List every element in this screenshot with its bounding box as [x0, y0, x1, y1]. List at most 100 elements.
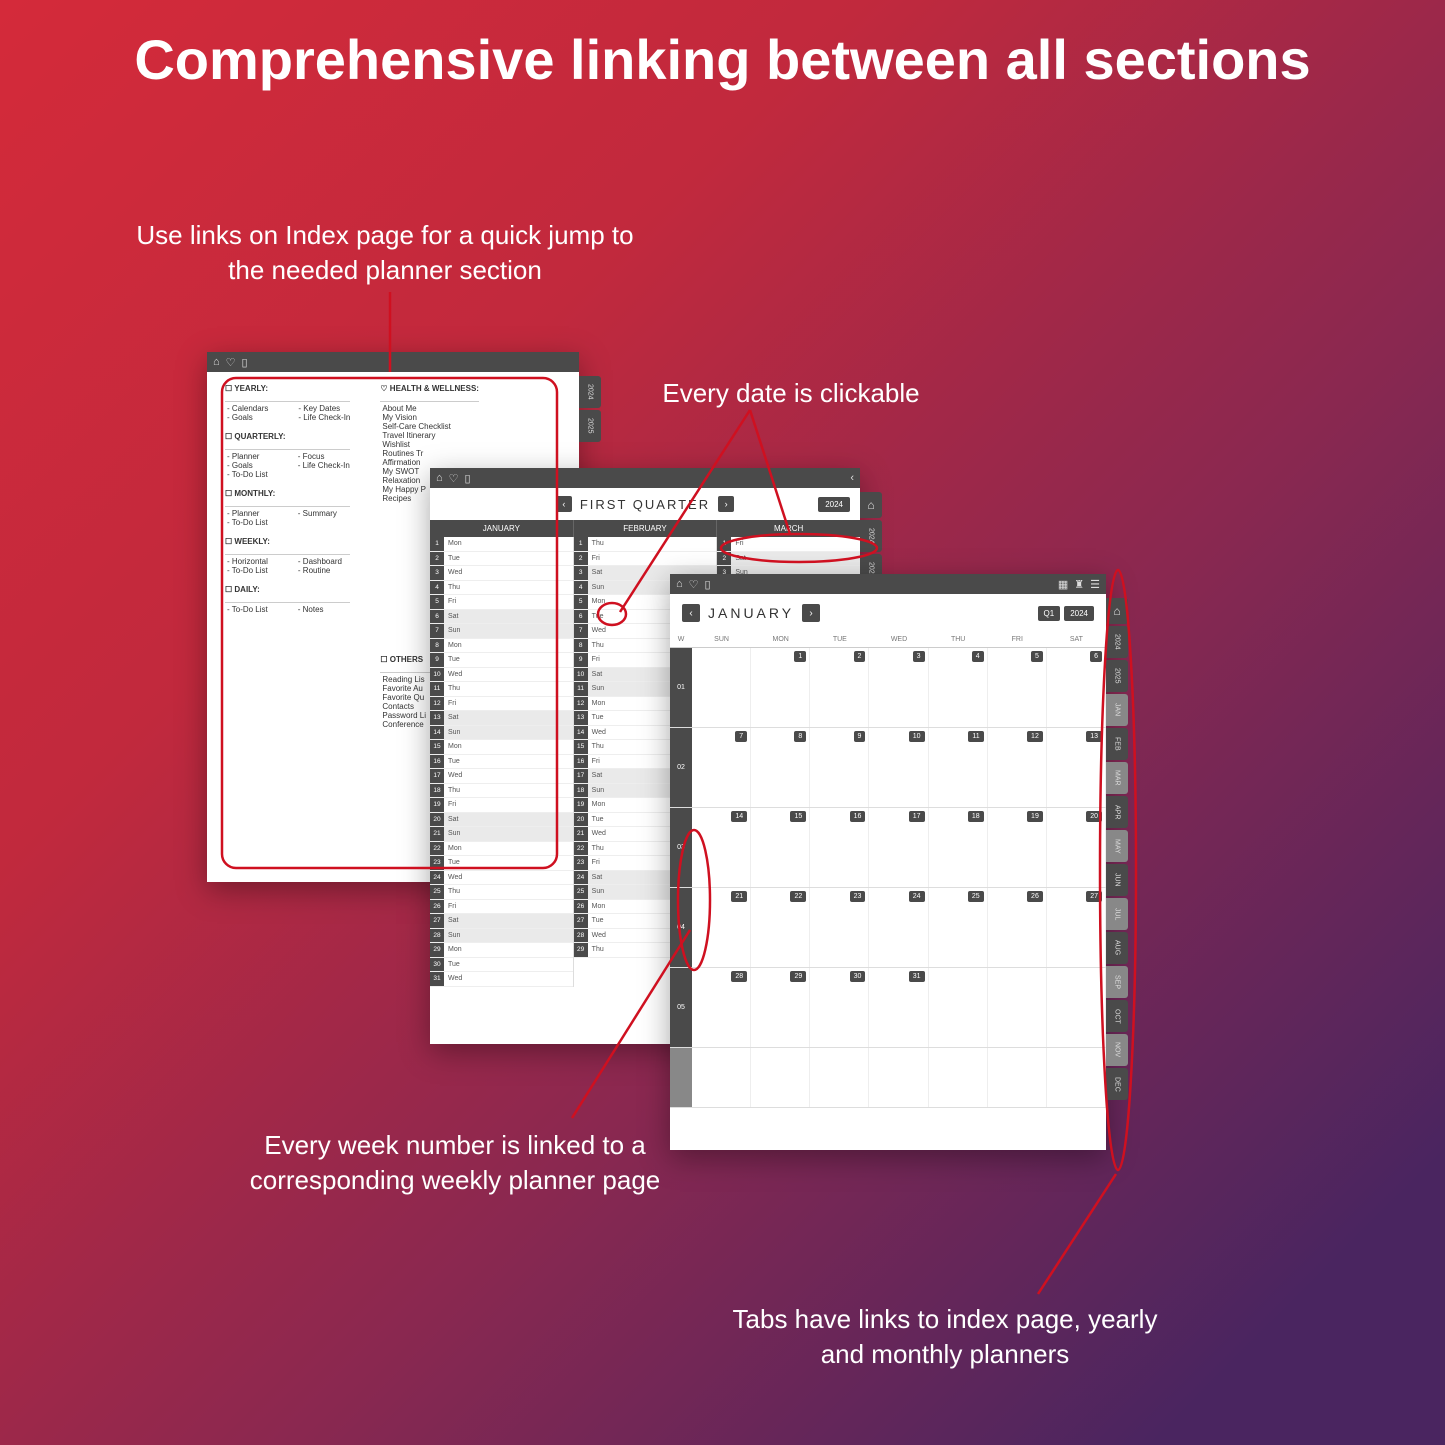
date-number[interactable]: 10 — [430, 668, 444, 682]
home-tab[interactable]: ⌂ — [860, 492, 882, 518]
day-label[interactable]: Mon — [444, 540, 462, 547]
list-icon[interactable]: ☰ — [1090, 578, 1100, 591]
date-badge[interactable]: 18 — [968, 811, 984, 822]
date-badge[interactable]: 8 — [794, 731, 806, 742]
date-badge[interactable]: 24 — [909, 891, 925, 902]
calendar-cell[interactable]: 16 — [810, 808, 869, 887]
date-badge[interactable]: 30 — [850, 971, 866, 982]
side-tab[interactable]: NOV — [1106, 1034, 1128, 1066]
day-label[interactable]: Mon — [588, 700, 606, 707]
day-label[interactable]: Tue — [588, 917, 604, 924]
calendar-cell[interactable]: 12 — [988, 728, 1047, 807]
day-label[interactable]: Fri — [588, 555, 600, 562]
day-label[interactable]: Thu — [588, 845, 604, 852]
side-tab[interactable]: AUG — [1106, 932, 1128, 964]
date-badge[interactable]: 3 — [913, 651, 925, 662]
day-label[interactable]: Fri — [588, 859, 600, 866]
day-label[interactable]: Wed — [444, 874, 462, 881]
index-link[interactable]: - Routine — [296, 566, 342, 575]
date-number[interactable]: 23 — [430, 856, 444, 870]
side-tab[interactable]: 2025 — [579, 410, 601, 442]
day-label[interactable]: Sat — [444, 613, 459, 620]
index-link[interactable]: My Vision — [380, 413, 479, 422]
week-number[interactable]: 03 — [670, 808, 692, 887]
index-link[interactable]: About Me — [380, 404, 479, 413]
date-number[interactable]: 7 — [430, 624, 444, 638]
calendar-cell[interactable]: 24 — [869, 888, 928, 967]
date-number[interactable]: 21 — [574, 827, 588, 841]
calendar-cell[interactable] — [692, 648, 751, 727]
doc-icon[interactable]: ▯ — [705, 578, 711, 591]
day-label[interactable]: Sun — [444, 627, 460, 634]
day-label[interactable]: Fri — [444, 903, 456, 910]
index-link[interactable]: - Key Dates — [296, 404, 350, 413]
day-label[interactable]: Fri — [444, 801, 456, 808]
index-link[interactable]: Routines Tr — [380, 449, 479, 458]
day-label[interactable]: Mon — [444, 642, 462, 649]
calendar-cell[interactable]: 22 — [751, 888, 810, 967]
day-label[interactable]: Fri — [588, 758, 600, 765]
day-label[interactable]: Tue — [444, 961, 460, 968]
prev-button[interactable]: ‹ — [556, 496, 572, 512]
day-label[interactable]: Sun — [444, 932, 460, 939]
day-label[interactable]: Tue — [444, 859, 460, 866]
month-header[interactable]: JANUARY — [430, 520, 574, 537]
index-link[interactable]: - Planner — [225, 452, 268, 461]
date-number[interactable]: 4 — [574, 581, 588, 595]
week-number[interactable]: 04 — [670, 888, 692, 967]
day-label[interactable]: Fri — [588, 656, 600, 663]
calendar-cell[interactable] — [1047, 968, 1106, 1047]
index-link[interactable]: Travel Itinerary — [380, 431, 479, 440]
calendar-cell[interactable]: 25 — [929, 888, 988, 967]
date-number[interactable]: 19 — [430, 798, 444, 812]
calendar-cell[interactable]: 2 — [810, 648, 869, 727]
day-label[interactable]: Sun — [588, 787, 604, 794]
day-label[interactable]: Mon — [588, 801, 606, 808]
index-link[interactable]: - Goals — [225, 413, 268, 422]
date-number[interactable]: 3 — [430, 566, 444, 580]
day-label[interactable]: Sat — [444, 714, 459, 721]
date-badge[interactable]: 20 — [1086, 811, 1102, 822]
week-number[interactable]: 05 — [670, 968, 692, 1047]
date-number[interactable]: 11 — [430, 682, 444, 696]
week-number[interactable]: 01 — [670, 648, 692, 727]
date-number[interactable]: 26 — [430, 900, 444, 914]
date-badge[interactable]: 7 — [735, 731, 747, 742]
date-number[interactable]: 1 — [717, 537, 731, 551]
calendar-cell[interactable]: 20 — [1047, 808, 1106, 887]
day-label[interactable]: Sat — [588, 874, 603, 881]
side-tab[interactable]: 2024 — [860, 520, 882, 552]
date-badge[interactable]: 10 — [909, 731, 925, 742]
side-tab[interactable]: JAN — [1106, 694, 1128, 726]
year-badge[interactable]: 2024 — [818, 497, 850, 512]
index-link[interactable]: - Dashboard — [296, 557, 342, 566]
date-number[interactable]: 12 — [574, 697, 588, 711]
calendar-cell[interactable]: 4 — [929, 648, 988, 727]
day-label[interactable]: Sat — [444, 917, 459, 924]
day-label[interactable]: Wed — [444, 569, 462, 576]
day-label[interactable]: Mon — [444, 845, 462, 852]
day-label[interactable]: Thu — [444, 787, 460, 794]
side-tab[interactable]: MAY — [1106, 830, 1128, 862]
calendar-cell[interactable]: 5 — [988, 648, 1047, 727]
index-link[interactable]: Affirmation — [380, 458, 479, 467]
calendar-cell[interactable]: 1 — [751, 648, 810, 727]
date-number[interactable]: 9 — [574, 653, 588, 667]
doc-icon[interactable]: ▯ — [242, 356, 248, 369]
date-number[interactable]: 25 — [430, 885, 444, 899]
date-number[interactable]: 30 — [430, 958, 444, 972]
date-number[interactable]: 22 — [430, 842, 444, 856]
date-number[interactable]: 1 — [430, 537, 444, 551]
side-tab[interactable]: FEB — [1106, 728, 1128, 760]
date-number[interactable]: 21 — [430, 827, 444, 841]
heart-icon[interactable]: ♡ — [226, 356, 236, 369]
day-label[interactable]: Thu — [444, 685, 460, 692]
home-icon[interactable]: ⌂ — [436, 472, 443, 484]
date-number[interactable]: 29 — [430, 943, 444, 957]
day-label[interactable]: Tue — [588, 714, 604, 721]
day-label[interactable]: Tue — [588, 816, 604, 823]
day-label[interactable]: Mon — [444, 743, 462, 750]
day-label[interactable]: Wed — [588, 830, 606, 837]
day-label[interactable]: Sun — [444, 830, 460, 837]
calendar-cell[interactable]: 14 — [692, 808, 751, 887]
